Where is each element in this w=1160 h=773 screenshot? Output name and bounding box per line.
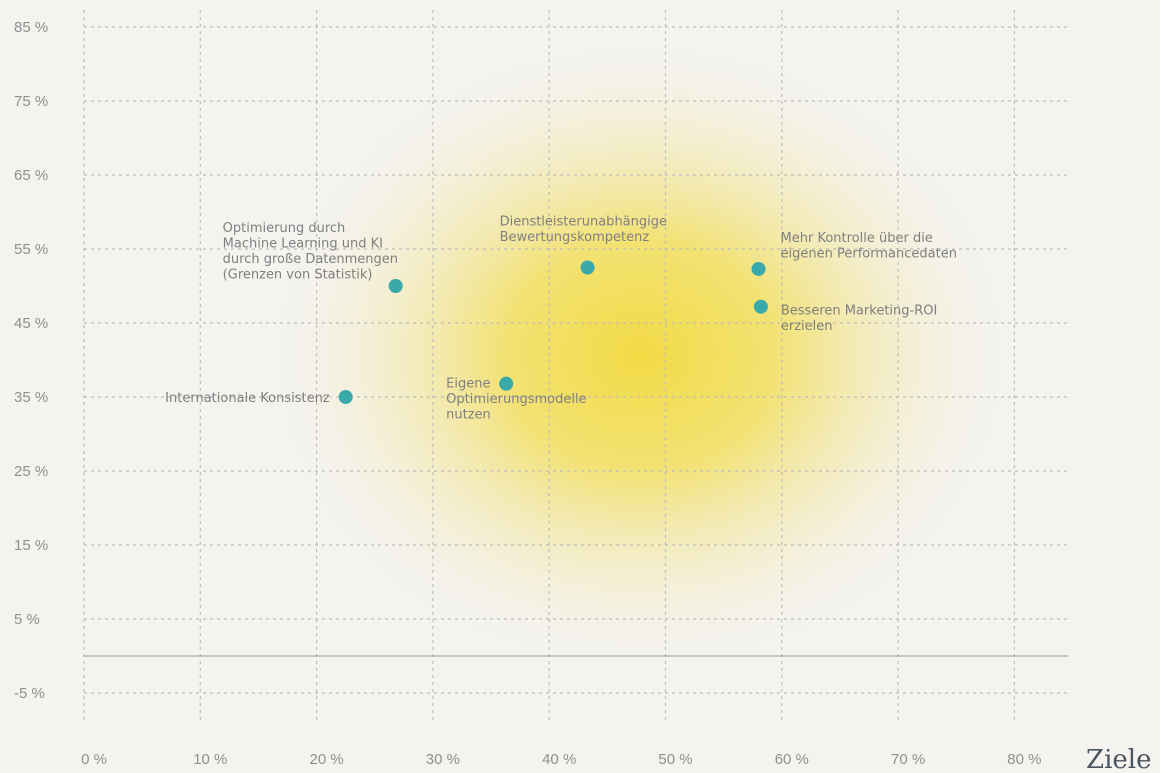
point-label-line: Optimierungsmodelle (446, 392, 586, 407)
x-tick-label: 80 % (1007, 751, 1041, 768)
x-tick-label: 50 % (658, 751, 692, 768)
corner-label: Ziele (1086, 745, 1151, 773)
scatter-point (388, 279, 403, 293)
x-axis-ticks: 0 % 10 % 20 % 30 % 40 % 50 % 60 % 70 % 80 % (81, 751, 1041, 768)
point-label: Dienstleisterunabhängige Bewertungskompet… (500, 215, 667, 246)
point-label-line: nutzen (446, 408, 491, 423)
y-tick-label: -5 % (14, 685, 45, 702)
point-label-line: Mehr Kontrolle über die (781, 231, 933, 246)
point-label-line: Dienstleisterunabhängige (500, 215, 667, 230)
point-label: Mehr Kontrolle über die eigenen Performan… (781, 231, 957, 261)
x-tick-label: 30 % (426, 751, 460, 768)
y-axis-ticks: 85 % 75 % 65 % 55 % 45 % 35 % 25 % 15 % 5 % -5 % (14, 19, 48, 702)
point-label-line: erzielen (781, 319, 833, 334)
y-tick-label: 15 % (14, 537, 48, 554)
x-tick-label: 40 % (542, 751, 576, 768)
scatter-point (580, 260, 595, 275)
point-labels: Optimierung durch Machine Learning und KI… (165, 215, 957, 423)
point-label-line: eigenen Performancedaten (781, 246, 957, 261)
scatter-point (751, 261, 766, 276)
data-points (338, 260, 768, 404)
point-label-line: (Grenzen von Statistik) (223, 268, 373, 283)
x-tick-label: 10 % (193, 751, 227, 768)
y-tick-label: 85 % (14, 19, 48, 36)
point-label-line: Internationale Konsistenz (165, 391, 330, 406)
point-label-line: durch große Datenmengen (223, 252, 398, 267)
x-tick-label: 60 % (775, 751, 809, 768)
point-label-line: Besseren Marketing-ROI (781, 304, 937, 319)
point-label: Besseren Marketing-ROI erzielen (781, 304, 937, 335)
point-label: Internationale Konsistenz (165, 391, 330, 406)
point-label: Eigene Optimierungsmodelle nutzen (446, 377, 586, 423)
y-tick-label: 35 % (14, 389, 48, 406)
x-tick-label: 20 % (309, 751, 343, 768)
y-tick-label: 5 % (14, 611, 40, 628)
y-tick-label: 75 % (14, 93, 48, 110)
scatter-point (753, 299, 768, 314)
scatter-point (499, 376, 514, 391)
point-label-line: Machine Learning und KI (223, 237, 383, 252)
x-tick-label: 70 % (891, 751, 925, 768)
y-tick-label: 65 % (14, 167, 48, 184)
y-tick-label: 55 % (14, 241, 48, 258)
point-label-line: Optimierung durch (223, 221, 346, 236)
point-label-line: Eigene (446, 377, 490, 392)
heat-blob (250, 25, 1030, 685)
point-label-line: Bewertungskompetenz (500, 230, 650, 245)
scatter-point (338, 390, 353, 404)
y-tick-label: 45 % (14, 315, 48, 332)
y-tick-label: 25 % (14, 463, 48, 480)
point-label: Optimierung durch Machine Learning und KI… (223, 221, 398, 283)
x-tick-label: 0 % (81, 751, 107, 768)
grid-lines (83, 10, 1068, 722)
